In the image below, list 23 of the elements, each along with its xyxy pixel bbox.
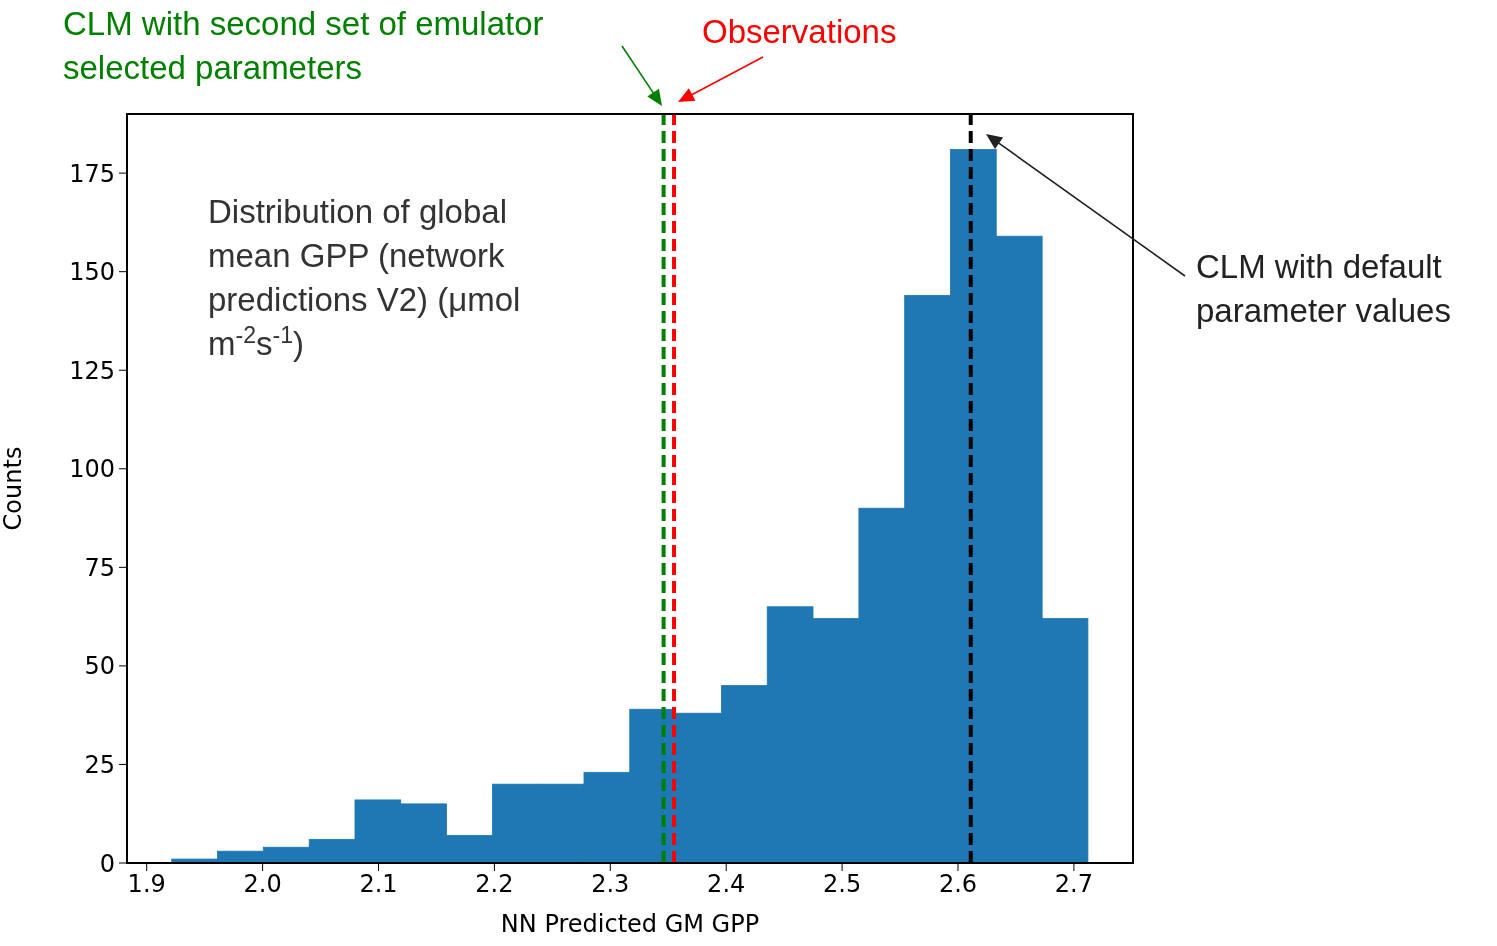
y-tick-label: 175	[69, 159, 115, 188]
x-tick-label: 2.1	[359, 870, 398, 899]
ref-line-label: CLM with default parameter values	[1196, 247, 1452, 331]
y-tick-label: 25	[84, 750, 115, 779]
y-tick-label: 50	[84, 652, 115, 681]
x-tick-label: 2.3	[591, 870, 630, 899]
y-tick-label: 75	[84, 553, 115, 582]
ref-line-label: CLM with second set of emulator selected parameters	[63, 4, 545, 88]
annotation: Distribution of global mean GPP (network predictions V2) (μmol m$^{-2}$s$^{-1}$)	[208, 192, 522, 364]
x-tick-label: 2.7	[1054, 870, 1093, 899]
x-tick-label: 2.0	[243, 870, 282, 899]
x-axis-title: NN Predicted GM GPP	[500, 910, 760, 938]
x-tick-label: 2.2	[475, 870, 514, 899]
x-tick-label: 1.9	[127, 870, 166, 899]
y-tick-label: 150	[69, 258, 115, 287]
y-tick-label: 125	[69, 356, 115, 385]
y-tick-label: 0	[99, 849, 115, 878]
y-axis-title: Counts	[0, 446, 27, 531]
x-tick-label: 2.4	[707, 870, 746, 899]
y-tick-label: 100	[69, 455, 115, 484]
x-tick-label: 2.6	[938, 870, 978, 899]
x-tick-label: 2.5	[823, 870, 862, 899]
ref-line-label: Observations	[702, 12, 898, 52]
